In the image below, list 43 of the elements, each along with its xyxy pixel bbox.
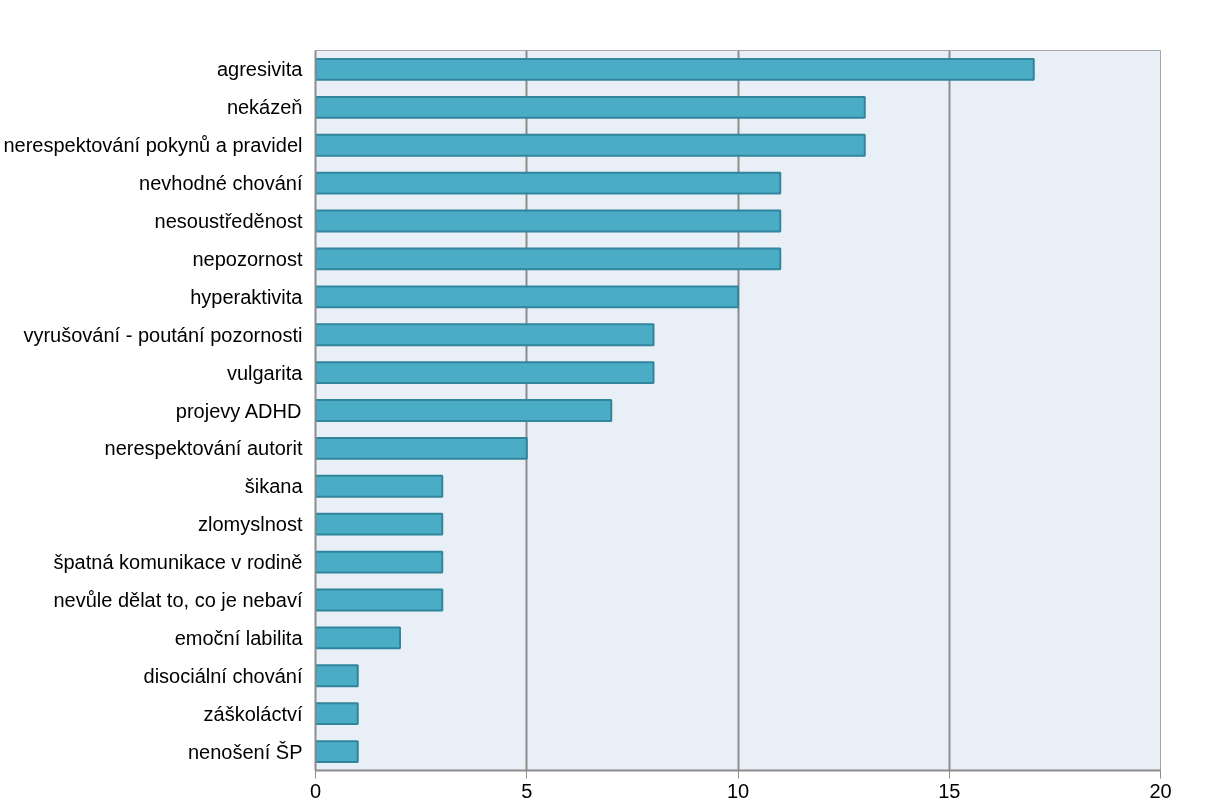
bar	[315, 133, 866, 157]
y-tick-label: nevhodné chování	[139, 172, 303, 195]
bar	[315, 285, 739, 309]
y-tick-label: nenošení ŠP	[187, 740, 303, 763]
x-tick-label: 15	[938, 779, 961, 802]
y-tick-label: špatná komunikace v rodině	[53, 551, 303, 574]
y-tick-label: nevůle dělat to, co je nebaví	[53, 588, 303, 611]
y-tick-label: šikana	[244, 475, 304, 498]
bar	[315, 702, 359, 726]
y-tick-label: emoční labilita	[174, 626, 304, 649]
x-tick-label: 0	[309, 779, 322, 802]
bar	[315, 58, 1035, 81]
bar	[315, 209, 782, 233]
bar	[315, 474, 444, 498]
y-tick-label: vulgarita	[226, 361, 304, 384]
y-tick-label: nekázeň	[226, 96, 303, 119]
bar	[315, 626, 401, 650]
y-tick-label: vyrušování - poutání pozornosti	[23, 323, 303, 346]
y-tick-label: projevy ADHD	[175, 399, 302, 422]
bar	[315, 550, 444, 574]
bar	[315, 588, 444, 612]
bar	[315, 399, 613, 422]
bar	[315, 740, 359, 763]
bar	[315, 323, 655, 347]
y-tick-label: disociální chování	[143, 664, 303, 687]
x-tick-label: 5	[521, 779, 533, 802]
x-tick-label: 10	[726, 779, 750, 802]
y-tick-label: nerespektování autorit	[104, 437, 303, 460]
y-tick-label: nepozornost	[192, 247, 303, 270]
bar	[315, 171, 782, 195]
bar	[315, 436, 528, 460]
x-tick-label: 20	[1149, 779, 1172, 802]
y-tick-label: zlomyslnost	[198, 513, 303, 536]
bar	[315, 95, 866, 119]
y-tick-label: nerespektování pokynů a pravidel	[3, 134, 303, 157]
y-tick-label: agresivita	[216, 58, 304, 81]
bar	[315, 512, 444, 536]
y-tick-label: záškoláctví	[203, 702, 303, 725]
bar	[315, 664, 359, 688]
bar	[315, 247, 782, 271]
y-tick-label: hyperaktivita	[190, 285, 304, 308]
y-tick-label: nesoustředěnost	[154, 210, 303, 233]
bar	[315, 361, 655, 385]
